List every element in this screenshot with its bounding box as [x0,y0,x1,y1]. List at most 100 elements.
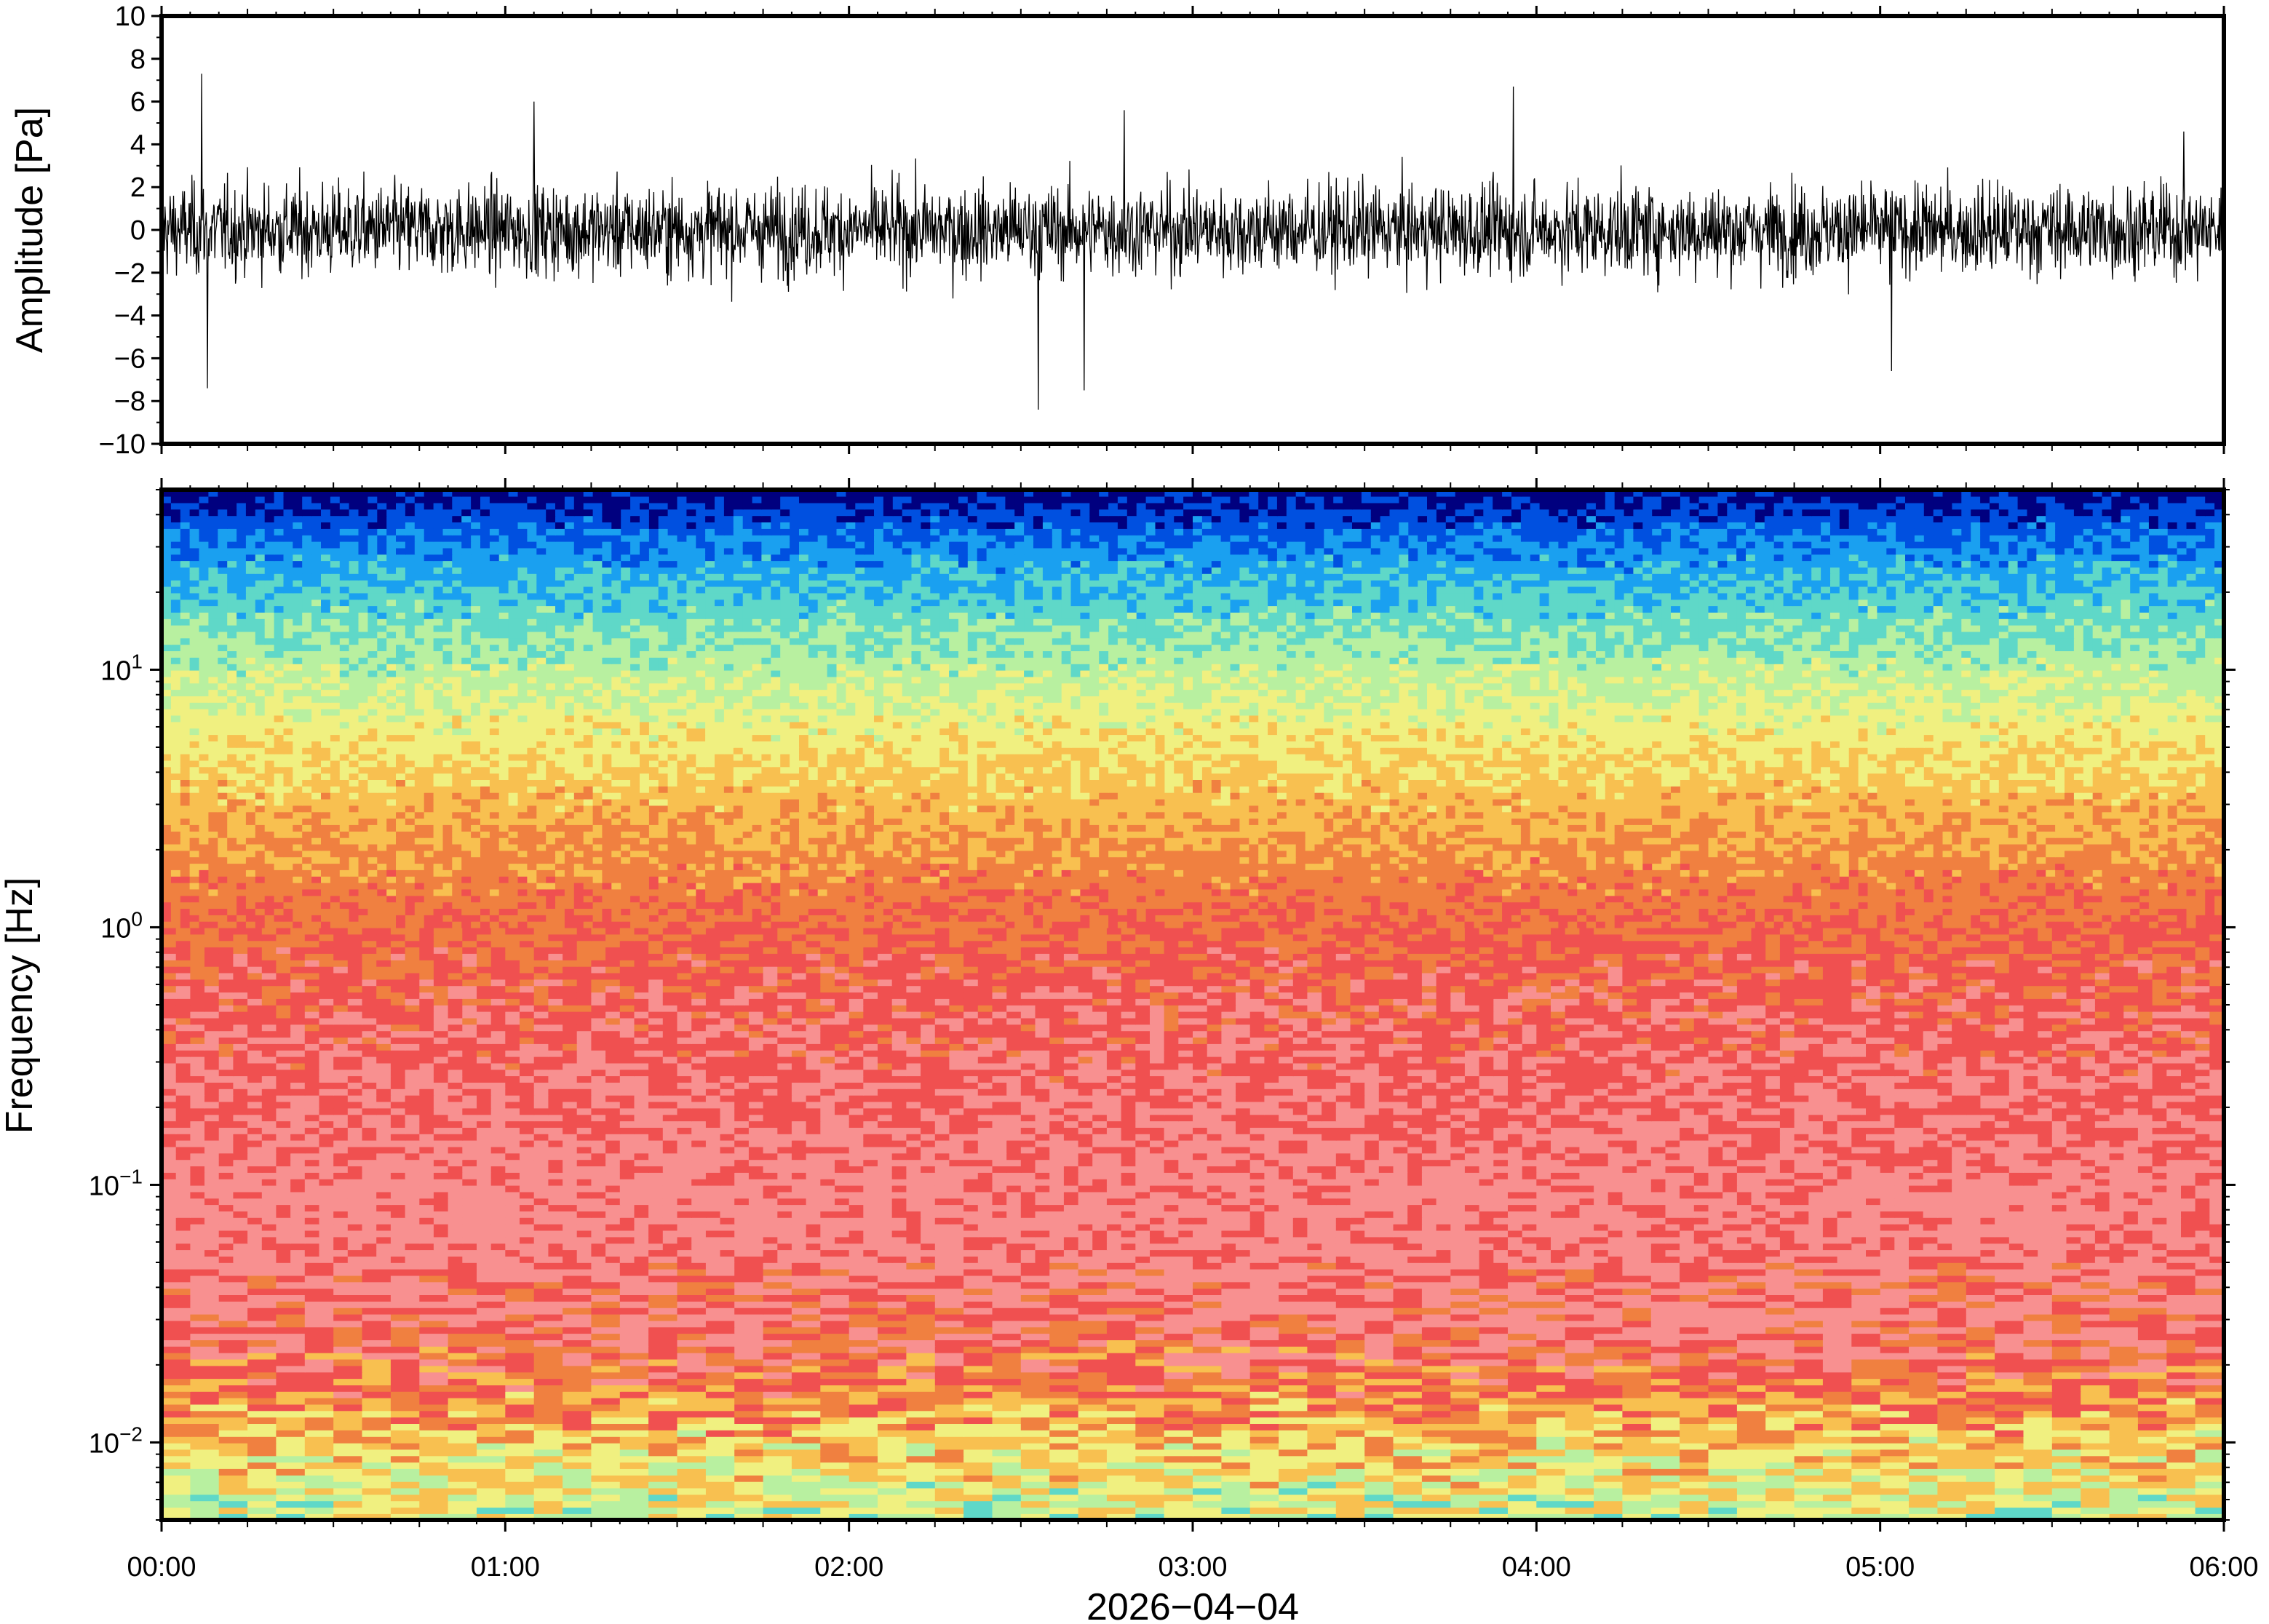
spectrogram-cell [791,1352,822,1360]
spectrogram-cell [1966,1436,1995,1444]
spectrogram-cell [906,1346,936,1353]
spectrogram-cell [190,1262,220,1270]
spectrogram-cell [333,1385,363,1392]
spectrogram-cell [1421,1410,1452,1418]
spectrogram-cell [218,1262,248,1270]
spectrogram-cell [390,1294,421,1302]
spectrogram-cell [1450,1340,1480,1347]
spectrogram-cell [1736,1462,1767,1469]
spectrogram-cell [677,1262,707,1270]
spectrogram-cell [1565,1358,1594,1366]
spectrogram-cell [1335,1211,1351,1218]
spectrogram-cell [2081,1500,2110,1508]
spectrogram-cell [218,1256,234,1263]
spectrogram-cell [477,1172,492,1179]
spectrogram-cell [648,1372,678,1380]
spectrogram-cell [1164,1365,1193,1373]
spectrogram-cell [477,1243,492,1251]
spectrogram-cell [648,1397,678,1405]
spectrogram-cell [763,1281,792,1289]
spectrogram-cell [1622,1352,1652,1360]
spectrogram-cell [477,1442,506,1450]
spectrogram-cell [1164,1391,1193,1398]
spectrogram-cell [878,1185,893,1193]
spectrogram-cell [2137,1243,2153,1251]
spectrogram-cell [992,1179,1007,1186]
spectrogram-cell [1049,1436,1079,1444]
spectrogram-cell [878,1372,907,1380]
spectrogram-cell [2051,1442,2081,1450]
spectrogram-cell [1264,1185,1279,1193]
spectrogram-cell [2209,1236,2224,1244]
spectrogram-cell [648,1301,678,1308]
spectrogram-cell [591,1365,621,1373]
spectrogram-cell [1794,1281,1824,1289]
spectrogram-cell [820,1378,850,1385]
spectrogram-cell [963,1391,993,1398]
spectrogram-cell [1221,1301,1251,1308]
spectrogram-cell [1708,1288,1738,1295]
spectrogram-cell [347,1185,363,1193]
spectrogram-cell [1966,1378,1995,1385]
spectrogram-cell [1279,1500,1308,1508]
spectrogram-cell [1794,1275,1824,1283]
spectrogram-cell [705,1179,721,1186]
spectrogram-cell [591,1185,606,1193]
spectrogram-cell [878,1494,907,1502]
spectrogram-cell [1995,1333,2024,1340]
spectrogram-cell [2023,1481,2053,1489]
spectrogram-cell [1221,1333,1251,1340]
spectrogram-cell [1164,1481,1193,1489]
spectrogram-cell [963,1487,993,1495]
spectrogram-cell [1937,1307,1967,1315]
spectrogram-cell [1464,1179,1480,1186]
spectrogram-cell [2152,1236,2168,1244]
spectrogram-cell [1680,1340,1709,1347]
spectrogram-cell [1135,1262,1165,1270]
spectrogram-cell [290,1211,306,1218]
spectrogram-cell [2166,1262,2196,1270]
spectrogram-cell [1078,1223,1094,1231]
spectrogram-cell [448,1410,477,1418]
spectrogram-cell [1135,1410,1165,1418]
spectrogram-cell [1249,1410,1279,1418]
spectrogram-cell [763,1313,792,1321]
spectrogram-cell [1650,1378,1680,1385]
spectrogram-cell [1364,1494,1394,1502]
spectrogram-cell [563,1262,592,1270]
spectrogram-cell [1650,1249,1666,1257]
spectrogram-cell [1307,1268,1337,1276]
spectrogram-cell [1264,1198,1279,1206]
spectrogram-cell [304,1365,334,1373]
spectrogram-cell [1794,1262,1824,1270]
spectrogram-cell [261,1211,277,1218]
spectrogram-cell [1880,1378,1910,1385]
spectrogram-cell [390,1449,421,1457]
spectrogram-cell [1522,1243,1538,1251]
spectrogram-cell [1421,1230,1437,1238]
spectrogram-cell [2081,1230,2096,1238]
spectrogram-cell [1708,1236,1723,1244]
spectrogram-cell [490,1243,506,1251]
spectrogram-cell [992,1204,1007,1211]
spectrogram-cell [1808,1191,1824,1199]
spectrogram-cell [304,1487,334,1495]
spectrogram-cell [448,1507,477,1514]
spectrogram-cell [1279,1346,1308,1353]
spectrogram-cell [705,1249,721,1257]
spectrogram-cell [505,1320,535,1328]
spectrogram-cell [2109,1249,2125,1257]
spectrogram-cell [849,1417,878,1424]
spectrogram-cell [878,1333,907,1340]
spectrogram-cell [233,1223,248,1231]
spectrogram-cell [419,1475,449,1482]
spectrogram-cell [218,1410,248,1418]
spectrogram-cell [2081,1404,2110,1412]
spectrogram-cell [1980,1243,1995,1251]
spectrogram-cell [533,1404,563,1412]
spectrogram-cell [1378,1249,1394,1257]
spectrogram-cell [1894,1211,1910,1218]
spectrogram-cell [247,1481,277,1489]
spectrogram-cell [247,1475,277,1482]
spectrogram-cell [1966,1230,1982,1238]
